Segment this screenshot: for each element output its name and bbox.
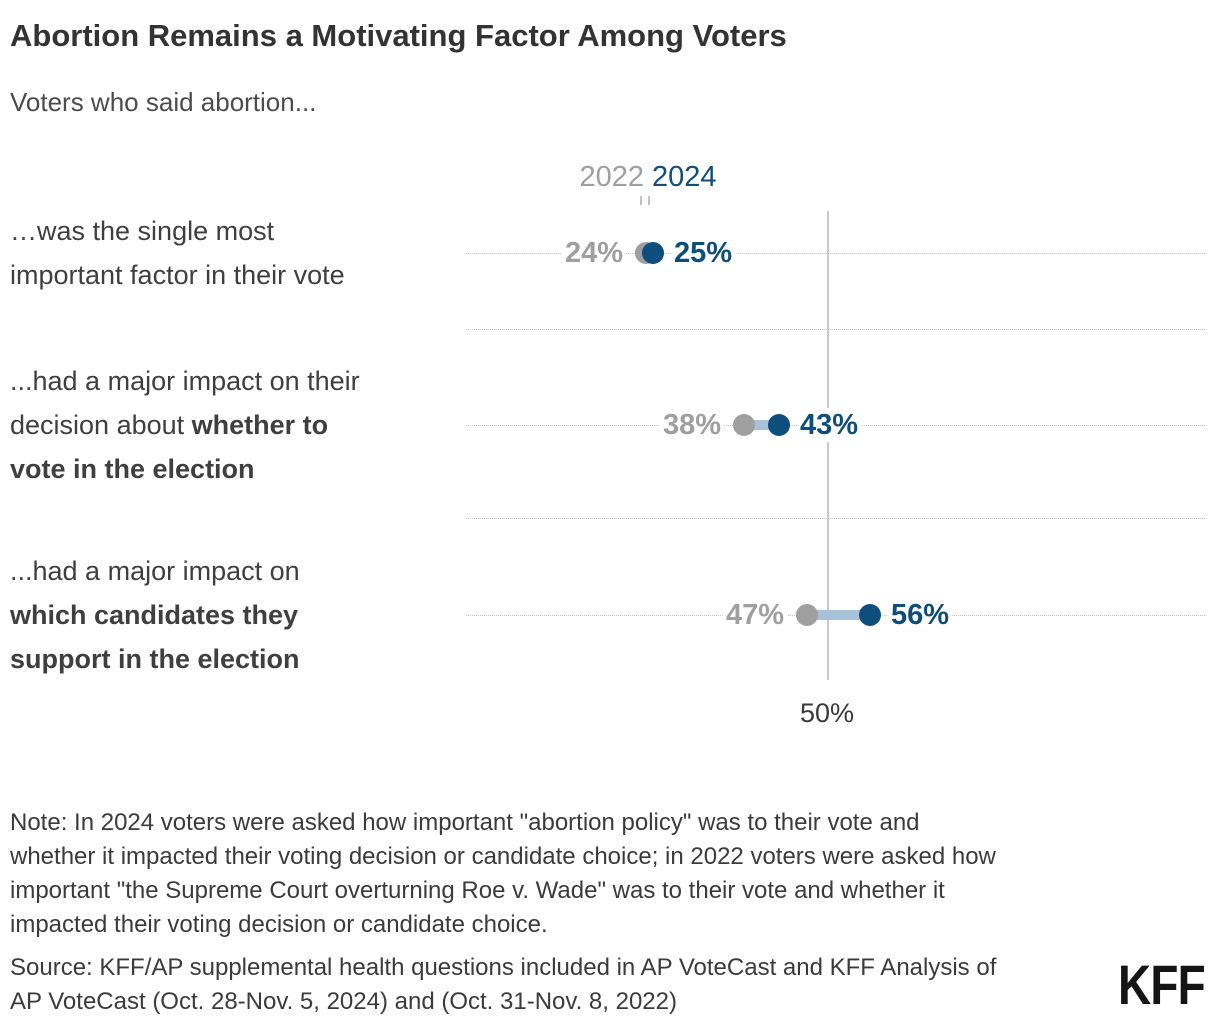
row-separator-line	[466, 329, 1205, 330]
source-line: Source: KFF/AP supplemental health quest…	[10, 954, 997, 981]
note-line: whether it impacted their voting decisio…	[10, 843, 996, 870]
row-category-line: …was the single most	[10, 216, 275, 246]
row-dotted-line	[466, 253, 1205, 254]
value-label-2024: 43%	[797, 408, 862, 442]
value-label-2022: 38%	[659, 408, 724, 442]
row-category-line: decision about whether to	[10, 410, 329, 440]
axis-label-50pct: 50%	[799, 698, 855, 728]
chart-title: Abortion Remains a Motivating Factor Amo…	[10, 18, 787, 53]
note-text: Note: In 2024 voters were asked how impo…	[10, 806, 1120, 942]
connector-2022-2024	[807, 610, 870, 620]
kff-logo: KFF	[1118, 953, 1206, 1016]
dot-2024	[642, 242, 664, 264]
row-category-label: …was the single most important factor in …	[10, 209, 480, 297]
value-label-2022: 24%	[561, 236, 626, 270]
connector-2022-2024	[744, 420, 779, 430]
dot-2022	[733, 414, 755, 436]
row-category-line: important factor in their vote	[10, 260, 345, 290]
value-label-2022: 47%	[722, 598, 787, 632]
reference-line-50pct	[827, 211, 829, 680]
row-category-line: ...had a major impact on their	[10, 366, 360, 396]
row-category-line: support in the election	[10, 644, 300, 674]
row-category-line: ...had a major impact on	[10, 556, 300, 586]
dot-2022	[796, 604, 818, 626]
note-line: impacted their voting decision or candid…	[10, 911, 548, 938]
row-category-label: ...had a major impact on their decision a…	[10, 359, 480, 491]
legend-tick-2024	[648, 196, 650, 205]
legend-label-2022: 2022	[579, 161, 644, 193]
chart-subtitle: Voters who said abortion...	[10, 87, 317, 117]
legend-label-2024: 2024	[652, 161, 717, 193]
row-separator-line	[466, 518, 1205, 519]
source-text: Source: KFF/AP supplemental health quest…	[10, 951, 1070, 1019]
value-label-2024: 56%	[888, 598, 953, 632]
legend: 2022 2024	[0, 0, 1220, 210]
dot-2024	[859, 604, 881, 626]
dot-2024	[768, 414, 790, 436]
note-line: Note: In 2024 voters were asked how impo…	[10, 809, 920, 836]
row-category-line: vote in the election	[10, 454, 255, 484]
legend-tick-2022	[640, 196, 642, 205]
source-line: AP VoteCast (Oct. 28-Nov. 5, 2024) and (…	[10, 988, 677, 1015]
value-label-2024: 25%	[671, 236, 736, 270]
row-category-line: which candidates they	[10, 600, 299, 630]
row-category-label: ...had a major impact on which candidates…	[10, 549, 480, 681]
note-line: important "the Supreme Court overturning…	[10, 877, 945, 904]
